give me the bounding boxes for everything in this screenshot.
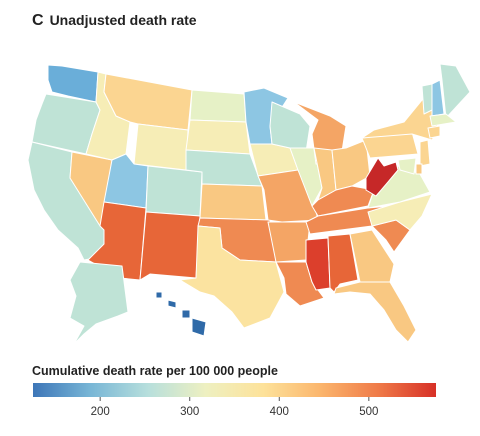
state-texas	[179, 225, 285, 329]
state-new-jersey	[419, 139, 431, 167]
panel-letter: C	[32, 12, 44, 29]
legend-ticks: 200 300 400 500	[91, 397, 378, 418]
state-florida	[333, 281, 417, 343]
state-massachusetts	[429, 113, 457, 127]
state-illinois	[289, 147, 323, 207]
state-georgia	[349, 229, 395, 283]
legend-tick-label: 200	[91, 406, 110, 418]
state-north-dakota	[189, 89, 247, 123]
state-new-mexico	[139, 211, 201, 281]
state-west-virginia	[365, 157, 399, 197]
state-maryland	[397, 157, 417, 175]
state-washington	[47, 64, 99, 103]
state-wyoming	[133, 123, 189, 171]
state-vermont	[421, 83, 433, 115]
state-colorado	[145, 165, 203, 217]
state-maine	[439, 63, 471, 119]
legend-tick-label: 400	[270, 406, 289, 418]
legend-tick-label: 300	[180, 406, 199, 418]
state-hawaii	[155, 291, 207, 337]
legend-title: Cumulative death rate per 100 000 people	[32, 364, 278, 378]
state-kansas	[199, 183, 267, 221]
state-alaska	[69, 261, 129, 345]
map-title: Unadjusted death rate	[49, 12, 197, 28]
legend-tick-label: 500	[359, 406, 378, 418]
state-delaware	[415, 163, 423, 175]
legend-color-bar	[33, 383, 436, 397]
panel-header: C Unadjusted death rate	[32, 12, 197, 34]
us-choropleth-map	[27, 63, 471, 345]
state-arkansas	[267, 221, 311, 263]
color-legend: 200 300 400 500	[33, 383, 436, 418]
state-south-dakota	[185, 119, 251, 155]
states-layer	[27, 63, 471, 345]
state-connecticut	[427, 125, 441, 139]
